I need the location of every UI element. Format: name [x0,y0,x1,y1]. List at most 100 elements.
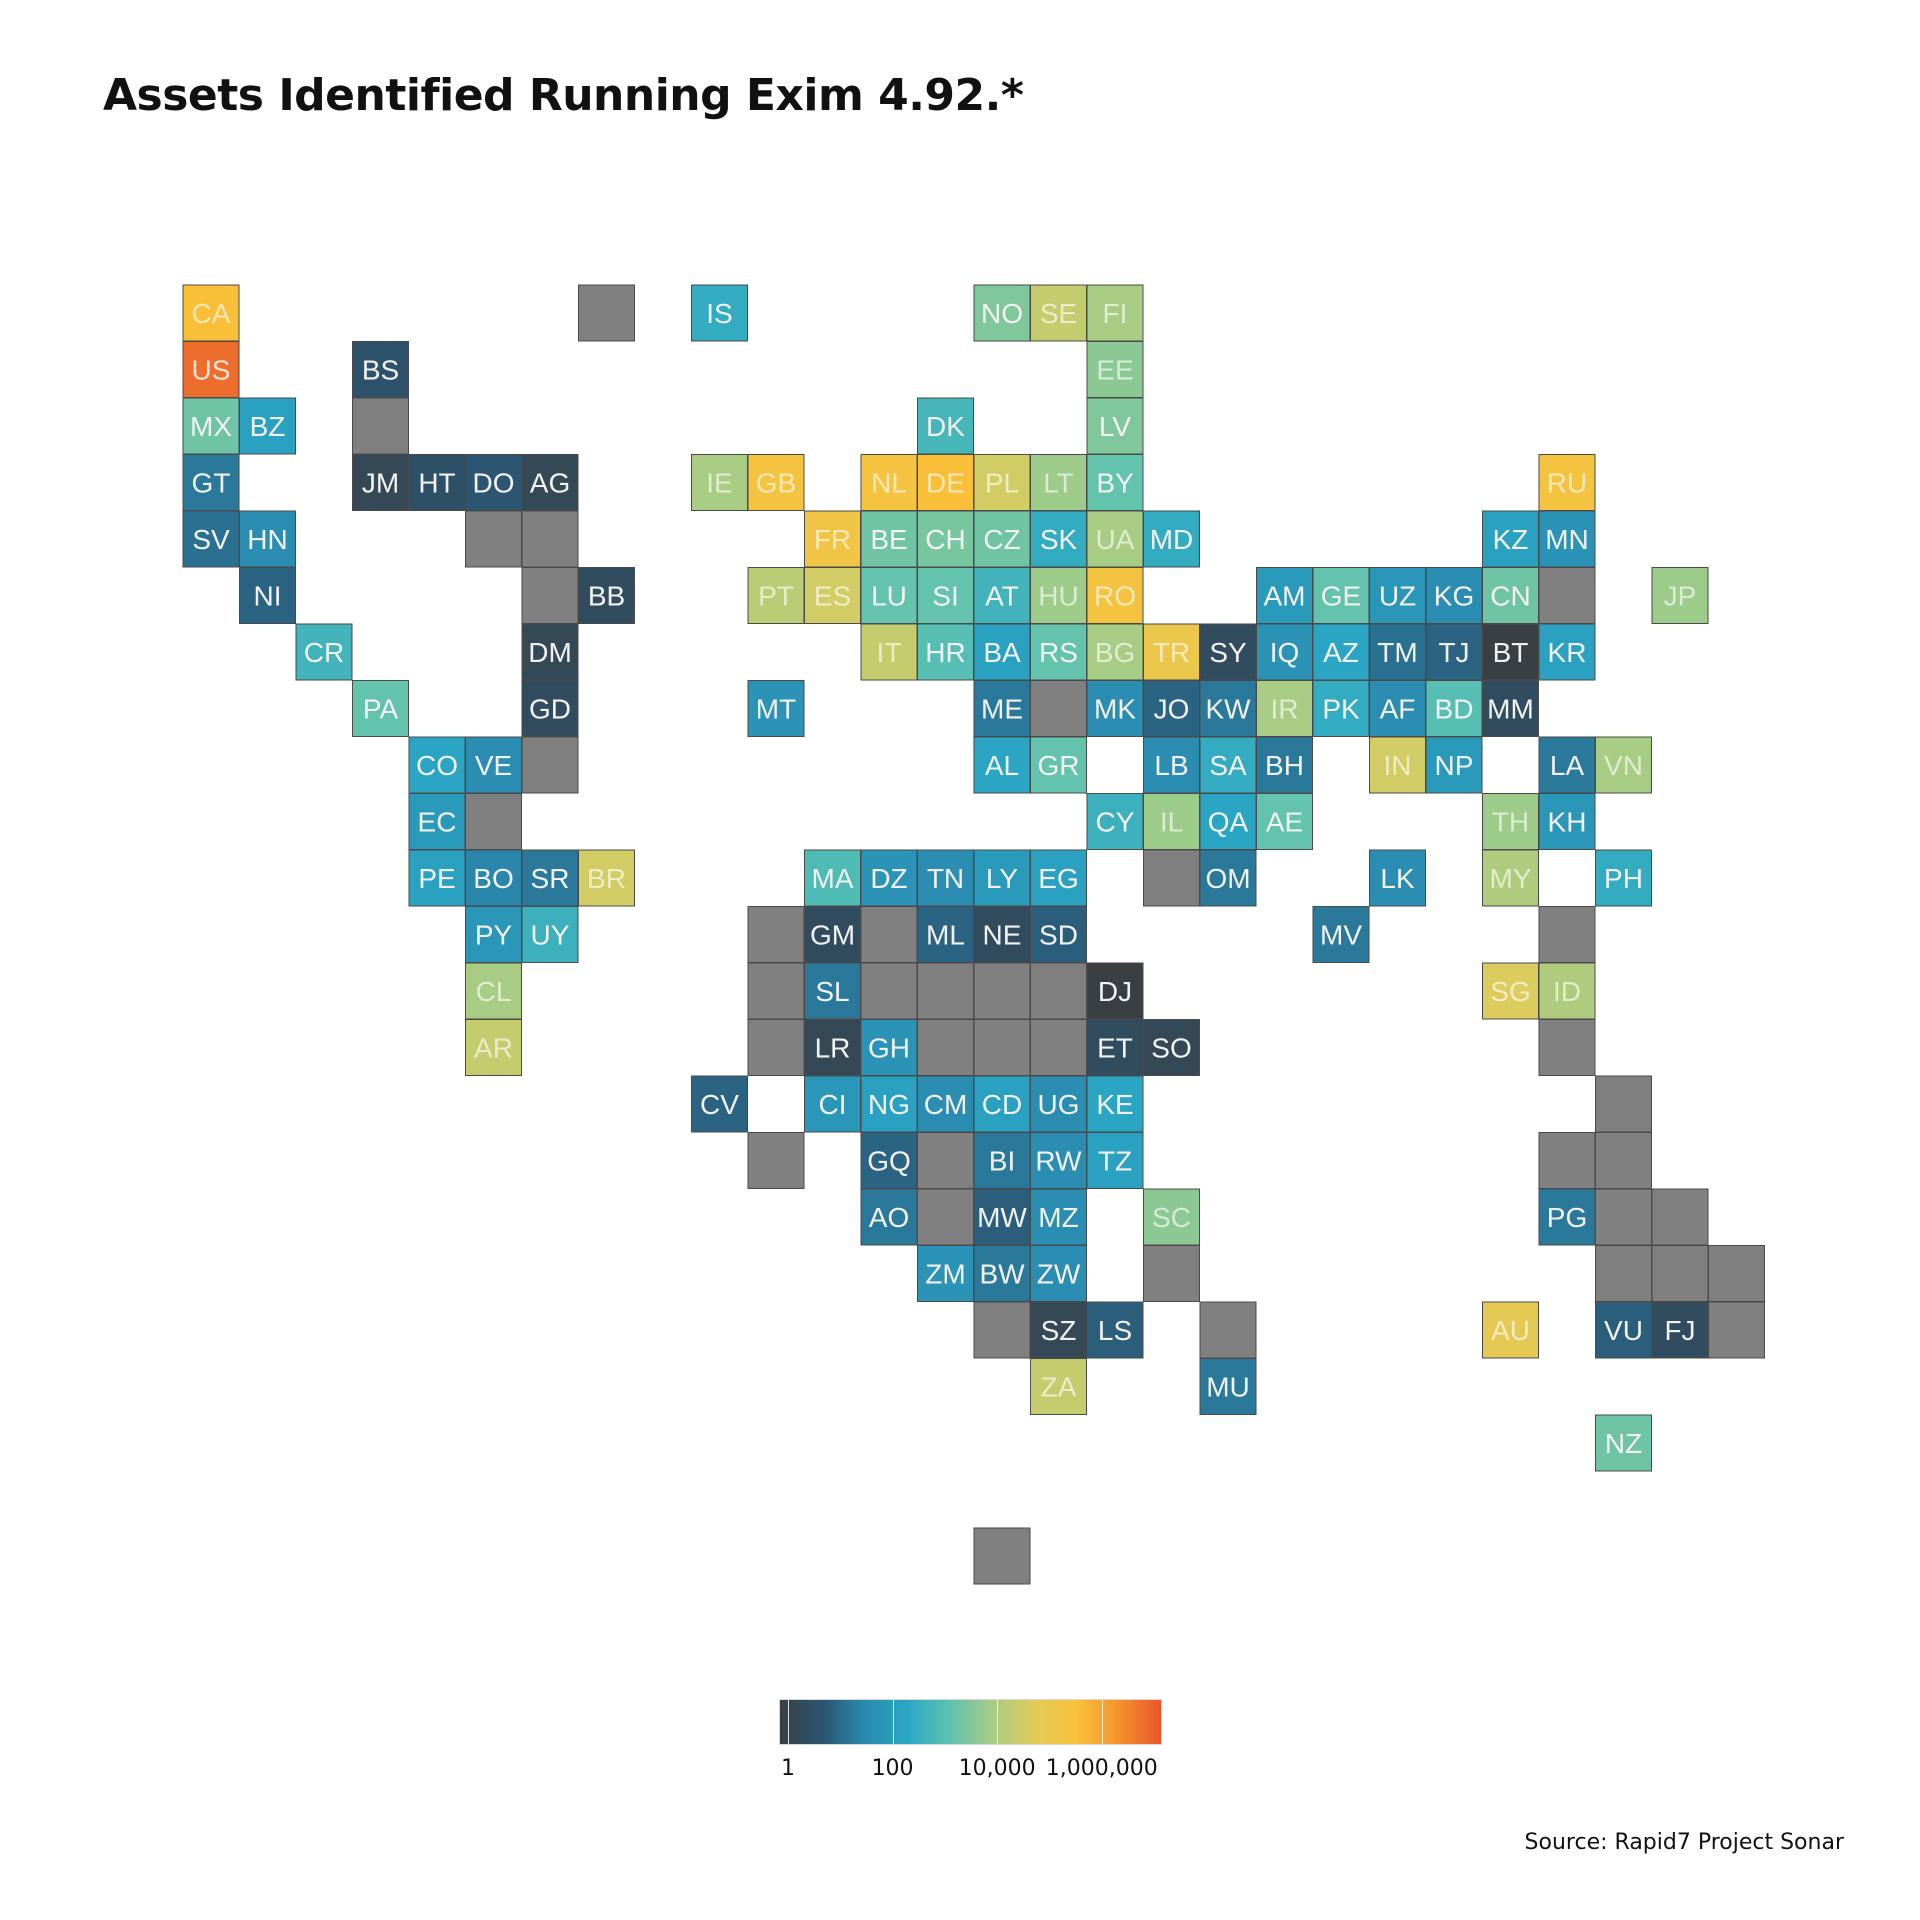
tile-label: GD [529,694,571,725]
country-tile-lt: LT [1030,454,1087,511]
tile-rect [1030,454,1087,511]
no-data-tile [521,736,579,794]
tile-rect [182,341,240,398]
country-tile-ls: LS [1086,1301,1144,1359]
legend-color-bar [779,1699,1162,1745]
country-tile-lk: LK [1369,849,1426,907]
tile-rect [521,736,579,794]
tile-label: DJ [1098,976,1132,1007]
country-tile-sa: SA [1199,736,1257,794]
tile-rect [465,906,522,963]
country-tile-fj: FJ [1651,1301,1709,1359]
tile-label: SL [815,976,849,1007]
country-tile-hr: HR [917,623,974,681]
country-tile-jp: JP [1651,567,1709,624]
country-tile-dm: DM [521,623,579,681]
tile-label: ZA [1041,1372,1077,1403]
country-tile-dz: DZ [860,849,918,907]
tile-rect [1256,680,1313,737]
country-tile-ar: AR [465,1019,522,1076]
tile-label: IN [1384,750,1412,781]
tile-rect [1143,736,1200,794]
country-tile-do: DO [465,454,522,511]
tile-label: PL [985,468,1019,499]
tile-label: LB [1154,750,1188,781]
no-data-tile [973,1527,1031,1585]
tile-label: SG [1490,976,1530,1007]
tile-label: GR [1038,750,1080,781]
tile-rect [1538,1019,1596,1076]
country-tile-gb: GB [747,454,805,511]
country-tile-dj: DJ [1086,962,1144,1020]
tile-rect [521,454,579,511]
tile-rect [1369,567,1426,624]
tile-rect [1595,736,1652,794]
tile-label: CY [1096,807,1135,838]
country-tile-qa: QA [1199,793,1257,850]
no-data-tile [1030,1019,1087,1076]
no-data-tile [973,962,1031,1020]
tile-rect [973,284,1031,342]
no-data-tile [917,1188,974,1246]
tile-label: PG [1547,1202,1587,1233]
country-tile-kz: KZ [1482,510,1539,568]
country-tile-ao: AO [860,1188,918,1246]
tile-rect [465,962,522,1020]
tile-label: MT [756,694,796,725]
tile-rect [860,510,918,568]
country-tile-id: ID [1538,962,1596,1020]
country-tile-is: IS [691,284,748,342]
tile-label: FR [814,524,851,555]
country-tile-br: BR [578,849,635,907]
tile-label: HU [1038,581,1078,612]
tile-rect [1143,1188,1200,1246]
country-tile-gq: GQ [860,1132,918,1189]
tile-label: AR [474,1033,513,1064]
tile-label: CN [1490,581,1530,612]
country-tile-ml: ML [917,906,974,963]
tile-rect [1312,680,1370,737]
tile-rect [917,397,974,455]
country-tile-pk: PK [1312,680,1370,737]
no-data-tile [747,1132,805,1189]
tile-rect [1595,1414,1652,1472]
tile-label: MN [1545,524,1589,555]
country-tile-ae: AE [1256,793,1313,850]
tile-label: CZ [983,524,1020,555]
country-tile-mw: MW [973,1188,1031,1246]
tile-label: KR [1548,637,1587,668]
tile-rect [747,680,805,737]
tile-label: CA [192,298,231,329]
tile-rect [747,962,805,1020]
tile-label: LU [871,581,907,612]
tile-rect [1595,1301,1652,1359]
country-tile-pg: PG [1538,1188,1596,1246]
tile-label: TZ [1098,1146,1132,1177]
tile-rect [973,567,1031,624]
country-tile-ua: UA [1086,510,1144,568]
tile-rect [1256,736,1313,794]
country-tile-rs: RS [1030,623,1087,681]
country-tile-np: NP [1425,736,1483,794]
tile-rect [1312,567,1370,624]
tile-rect [465,510,522,568]
tile-label: LS [1098,1315,1132,1346]
country-tile-ro: RO [1086,567,1144,624]
tile-rect [408,793,466,850]
country-tile-cm: CM [917,1075,974,1133]
no-data-tile [973,1019,1031,1076]
tile-label: DZ [870,863,907,894]
tile-rect [804,1019,861,1076]
tile-rect [352,397,409,455]
tile-rect [578,849,635,907]
tile-rect [352,454,409,511]
country-tile-bz: BZ [239,397,296,455]
tile-rect [465,1019,522,1076]
tile-rect [747,906,805,963]
tile-label: BH [1265,750,1304,781]
country-tile-cz: CZ [973,510,1031,568]
tile-label: GT [192,468,231,499]
tile-label: TH [1492,807,1529,838]
tile-rect [1030,284,1087,342]
country-tile-lr: LR [804,1019,861,1076]
